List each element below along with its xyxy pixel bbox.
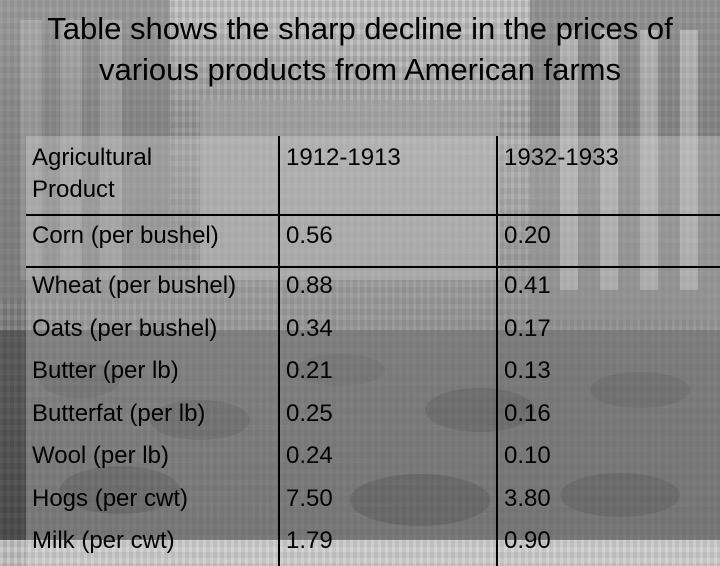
- price-1912-cell: 7.50: [278, 480, 498, 523]
- price-1912-cell: 1.79: [278, 523, 498, 566]
- product-cell: Milk (per cwt): [32, 527, 175, 554]
- table-header-row: Agricultural Product 1912-1913 1932-1933: [26, 136, 720, 215]
- price-1912-cell: 0.25: [278, 395, 498, 438]
- price-1912-cell: 0.88: [278, 267, 498, 311]
- table-row: Wool (per lb) 0.24 0.10: [26, 438, 720, 481]
- product-cell: Butter (per lb): [32, 357, 179, 384]
- page-title: Table shows the sharp decline in the pri…: [47, 11, 673, 87]
- table-row: Hogs (per cwt) 7.50 3.80: [26, 480, 720, 523]
- price-1932-cell: 0.17: [504, 314, 551, 342]
- table-row: Butter (per lb) 0.21 0.13: [26, 353, 720, 396]
- price-1932-cell: 0.13: [504, 357, 551, 384]
- table-row: Oats (per bushel) 0.34 0.17: [26, 310, 720, 353]
- product-cell: Butterfat (per lb): [32, 399, 206, 427]
- price-1932-cell: 0.20: [504, 222, 551, 249]
- table-row: Butterfat (per lb) 0.25 0.16: [26, 395, 720, 438]
- product-cell: Oats (per bushel): [32, 314, 218, 342]
- column-header-product: Agricultural Product: [32, 144, 153, 203]
- table-row: Corn (per bushel) 0.56 0.20: [26, 215, 720, 267]
- price-1932-cell: 0.41: [504, 272, 551, 299]
- price-1932-cell: 0.16: [504, 399, 551, 427]
- price-1912-cell: 0.34: [278, 310, 498, 353]
- product-cell: Corn (per bushel): [32, 222, 219, 249]
- price-1912-cell: 0.21: [278, 353, 498, 396]
- column-header-1912: 1912-1913: [278, 136, 498, 215]
- price-1932-cell: 0.90: [504, 527, 551, 554]
- price-1912-cell: 0.56: [278, 215, 498, 267]
- price-table: Agricultural Product 1912-1913 1932-1933…: [26, 136, 720, 566]
- price-1912-cell: 0.24: [278, 438, 498, 481]
- price-1932-cell: 0.10: [504, 442, 551, 469]
- product-cell: Wool (per lb): [32, 442, 169, 469]
- table-row: Wheat (per bushel) 0.88 0.41: [26, 267, 720, 311]
- product-cell: Hogs (per cwt): [32, 484, 189, 512]
- price-1932-cell: 3.80: [504, 484, 551, 512]
- product-cell: Wheat (per bushel): [32, 272, 237, 299]
- column-header-1932: 1932-1933: [504, 144, 619, 171]
- table-row: Milk (per cwt) 1.79 0.90: [26, 523, 720, 566]
